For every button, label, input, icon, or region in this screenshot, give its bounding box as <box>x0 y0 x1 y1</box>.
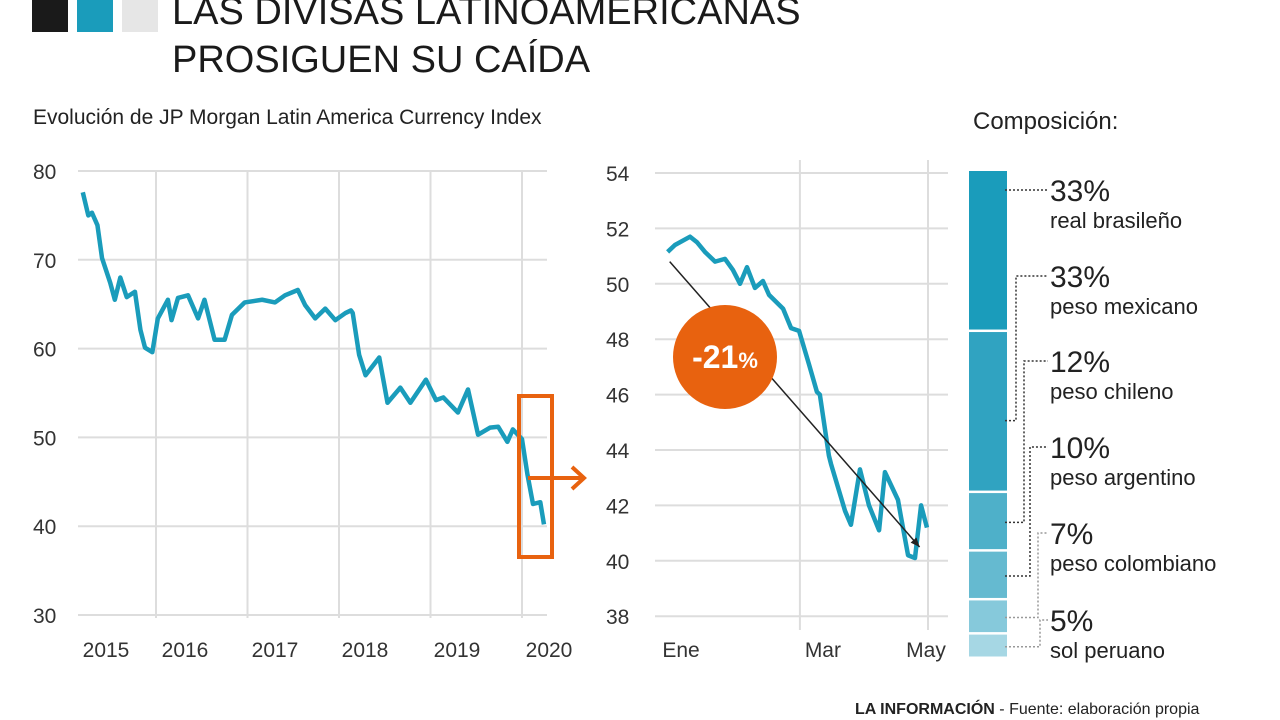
x-tick-label: 2019 <box>434 639 481 662</box>
y-tick-label: 42 <box>606 495 629 518</box>
composition-connector <box>1005 619 1048 648</box>
y-tick-label: 44 <box>606 440 630 463</box>
x-tick-label: 2017 <box>252 639 299 662</box>
title-line-1: LAS DIVISAS LATINOAMERICANAS <box>172 0 801 33</box>
brand-square-teal <box>77 0 113 32</box>
footer-source: - Fuente: elaboración propia <box>994 701 1200 718</box>
change-unit: % <box>738 348 758 373</box>
composition-connector <box>1005 360 1048 524</box>
brand-square-black <box>32 0 68 32</box>
composition-percent: 7% <box>1050 518 1093 551</box>
y-tick-label: 50 <box>606 274 629 297</box>
change-badge-label: -21% <box>692 339 758 375</box>
change-value: -21 <box>692 339 738 375</box>
title-line-2: PROSIGUEN SU CAÍDA <box>172 39 591 81</box>
y-tick-label: 70 <box>33 250 56 273</box>
page-title: LAS DIVISAS LATINOAMERICANAS PROSIGUEN S… <box>172 0 801 84</box>
y-tick-label: 30 <box>33 605 56 628</box>
x-tick-label: 2020 <box>526 639 573 662</box>
composition-connector <box>1005 446 1048 577</box>
y-tick-label: 48 <box>606 329 629 352</box>
change-badge <box>673 305 777 409</box>
x-tick-label: 2016 <box>162 639 209 662</box>
series-line-index <box>80 191 547 525</box>
zoom-arrow-head-icon <box>570 465 587 491</box>
composition-label: peso colombiano <box>1050 551 1216 576</box>
composition-percent: 33% <box>1050 175 1110 208</box>
trend-arrow-head-icon <box>910 537 920 547</box>
composition-label: peso mexicano <box>1050 294 1198 319</box>
composition-percent: 10% <box>1050 432 1110 465</box>
composition-percent: 5% <box>1050 605 1093 638</box>
composition-label: peso chileno <box>1050 379 1174 404</box>
composition-label: real brasileño <box>1050 208 1182 233</box>
composition-segment <box>969 551 1007 598</box>
y-tick-label: 80 <box>33 161 56 184</box>
x-tick-label: Mar <box>805 639 841 662</box>
y-tick-label: 54 <box>606 163 630 186</box>
composition-title: Composición: <box>973 108 1119 135</box>
composition-segment <box>969 493 1007 550</box>
composition-connector <box>1005 532 1048 619</box>
y-tick-label: 60 <box>33 339 56 362</box>
composition-percent: 33% <box>1050 261 1110 294</box>
composition-segment <box>969 332 1007 491</box>
y-tick-label: 50 <box>33 427 56 450</box>
y-tick-label: 46 <box>606 385 629 408</box>
chart-subtitle: Evolución de JP Morgan Latin America Cur… <box>33 106 542 129</box>
composition-percent: 12% <box>1050 346 1110 379</box>
x-tick-label: 2015 <box>83 639 130 662</box>
footer-brand: LA INFORMACIÓN <box>855 701 995 718</box>
x-tick-label: Ene <box>662 639 699 662</box>
x-tick-label: 2018 <box>342 639 389 662</box>
composition-segment <box>969 634 1007 657</box>
x-tick-label: May <box>906 639 946 662</box>
brand-square-gray <box>122 0 158 32</box>
composition-connector <box>1005 275 1048 422</box>
y-tick-label: 40 <box>606 551 629 574</box>
composition-label: sol peruano <box>1050 638 1165 663</box>
composition-segment <box>969 171 1007 330</box>
composition-label: peso argentino <box>1050 465 1196 490</box>
footer-credit: LA INFORMACIÓN - Fuente: elaboración pro… <box>855 701 1199 719</box>
y-tick-label: 40 <box>33 516 56 539</box>
composition-segment <box>969 600 1007 633</box>
y-tick-label: 38 <box>606 606 629 629</box>
y-tick-label: 52 <box>606 218 629 241</box>
